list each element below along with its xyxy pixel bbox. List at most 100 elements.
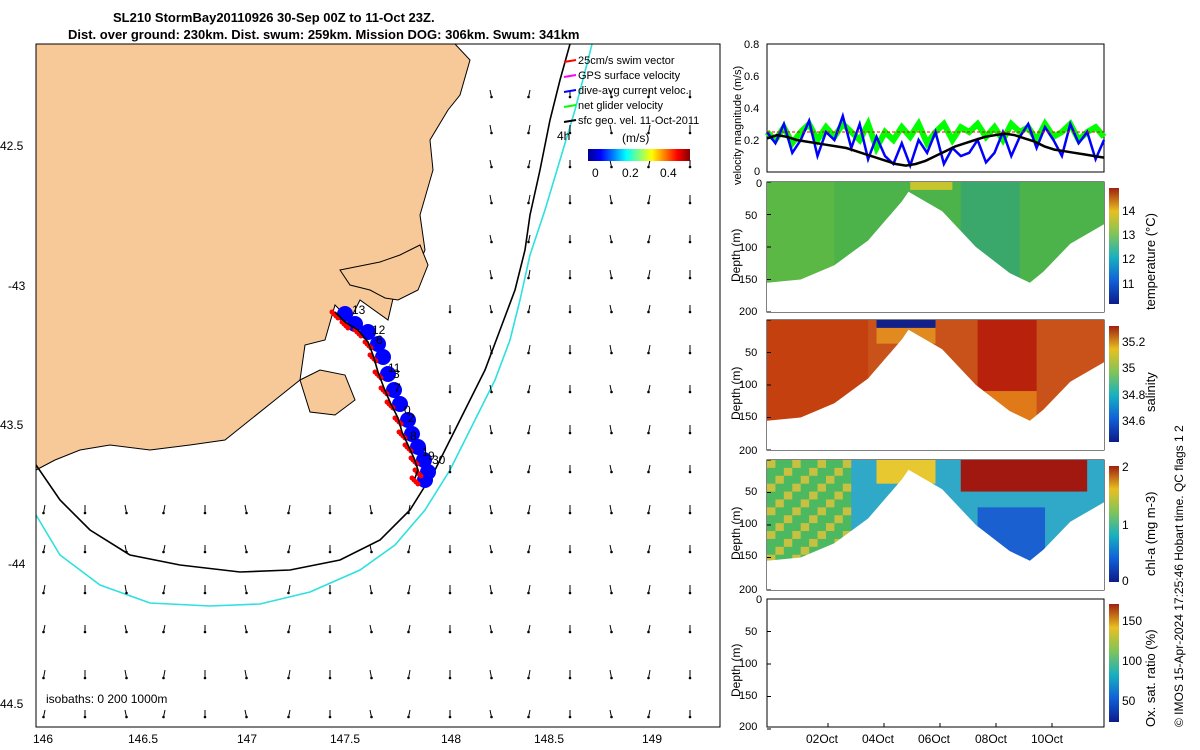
chl-cell bbox=[1036, 538, 1046, 548]
salinity-cell bbox=[1045, 391, 1054, 400]
temperature-cell bbox=[986, 245, 995, 254]
chl-cell bbox=[1002, 499, 1012, 508]
salinity-cell bbox=[868, 343, 878, 353]
chl-cell bbox=[767, 507, 776, 516]
temperature-cell bbox=[1028, 245, 1038, 254]
chl-cell bbox=[960, 507, 970, 516]
velocity-arrow bbox=[244, 669, 247, 679]
velocity-arrow-head bbox=[490, 95, 493, 99]
temperature-cell bbox=[977, 237, 987, 246]
salinity-cell bbox=[1011, 383, 1021, 392]
chl-cell bbox=[1045, 483, 1054, 493]
chl-cell bbox=[994, 523, 1004, 532]
temperature-cell bbox=[952, 182, 962, 191]
salinity-cell bbox=[775, 367, 785, 376]
day-label: 7 bbox=[394, 381, 401, 395]
legend-marker bbox=[563, 89, 577, 93]
temperature-cell bbox=[977, 189, 987, 199]
chl-cbar-tick: 0 bbox=[1122, 574, 1129, 588]
salinity-cell bbox=[825, 351, 835, 360]
salinity-cell bbox=[943, 327, 953, 337]
velocity-arrow bbox=[609, 669, 612, 679]
temperature-cell bbox=[986, 205, 995, 215]
velocity-arrow-head bbox=[647, 431, 650, 435]
chl-cell bbox=[1045, 460, 1054, 469]
salinity-cell bbox=[1019, 398, 1029, 408]
salinity-cell bbox=[1028, 398, 1038, 408]
chl-cell bbox=[809, 531, 819, 540]
chl-cell bbox=[809, 538, 819, 548]
temperature-cell bbox=[783, 237, 793, 246]
chl-cell bbox=[800, 460, 810, 469]
temperature-cell bbox=[1036, 189, 1046, 199]
salinity-cell bbox=[969, 359, 979, 368]
salinity-cell bbox=[876, 327, 886, 337]
velocity-arrow-head bbox=[490, 351, 493, 355]
chl-cell bbox=[935, 460, 945, 469]
temperature-cell bbox=[817, 253, 827, 262]
velocity-arrow-head bbox=[527, 165, 530, 169]
velocity-arrow bbox=[609, 584, 612, 594]
salinity-cell bbox=[834, 391, 844, 400]
chl-cell bbox=[910, 467, 920, 477]
chl-cell bbox=[825, 467, 835, 477]
vel-ytick: 0.2 bbox=[744, 135, 760, 147]
salinity-cell bbox=[1011, 335, 1021, 345]
velocity-arrow bbox=[648, 344, 651, 354]
temperature-cell bbox=[1019, 253, 1029, 262]
salinity-cell bbox=[1070, 343, 1080, 353]
chl-cell bbox=[952, 467, 962, 477]
day-label: 2 bbox=[408, 411, 415, 425]
temperature-cell bbox=[775, 253, 785, 262]
velocity-arrow-head bbox=[490, 715, 493, 719]
temperature-cell bbox=[809, 213, 819, 222]
temperature-cell bbox=[767, 237, 776, 246]
velocity-arrow bbox=[288, 669, 291, 679]
temperature-cell bbox=[1078, 182, 1088, 191]
chl-cell bbox=[783, 460, 793, 469]
velocity-arrow bbox=[648, 504, 651, 514]
day-label: 13 bbox=[352, 303, 366, 317]
velocity-arrow-head bbox=[647, 630, 650, 634]
temperature-cell bbox=[809, 268, 819, 278]
velocity-arrow-head bbox=[490, 390, 493, 394]
temperature-cell bbox=[767, 253, 776, 262]
salinity-cell bbox=[792, 391, 802, 400]
salinity-cell bbox=[792, 375, 802, 384]
chl-cell bbox=[969, 515, 979, 524]
salinity-cell bbox=[783, 359, 793, 368]
salinity-cell bbox=[977, 367, 987, 376]
temperature-cell bbox=[1028, 205, 1038, 215]
chl-cell bbox=[868, 460, 878, 469]
salinity-cell bbox=[986, 359, 995, 368]
chl-cell bbox=[901, 460, 911, 469]
salinity-cell bbox=[927, 320, 936, 329]
chl-cell bbox=[783, 531, 793, 540]
chl-cell bbox=[1011, 467, 1021, 477]
chl-cell bbox=[783, 515, 793, 524]
salinity-cell bbox=[817, 359, 827, 368]
salinity-cell bbox=[1045, 327, 1054, 337]
temperature-cell bbox=[767, 189, 776, 199]
temperature-cell bbox=[960, 229, 970, 238]
salinity-cell bbox=[977, 335, 987, 345]
chl-cell bbox=[1061, 460, 1071, 469]
chl-cell bbox=[809, 460, 819, 469]
velocity-arrow bbox=[369, 584, 372, 594]
chl-cell bbox=[783, 507, 793, 516]
temperature-cell bbox=[969, 189, 979, 199]
salinity-cell bbox=[994, 335, 1004, 345]
temperature-cell bbox=[1011, 221, 1021, 230]
temperature-cell bbox=[927, 182, 936, 191]
velocity-arrow-head bbox=[370, 511, 373, 515]
temperature-cell bbox=[767, 268, 776, 278]
salinity-cell bbox=[876, 320, 886, 329]
velocity-arrow-head bbox=[162, 676, 165, 680]
chl-cell bbox=[1036, 531, 1046, 540]
salinity-cell bbox=[994, 327, 1004, 337]
velocity-arrow-head bbox=[490, 511, 493, 515]
salinity-cell bbox=[767, 383, 776, 392]
chl-cell bbox=[1045, 491, 1054, 500]
salinity-cell bbox=[1053, 335, 1063, 345]
